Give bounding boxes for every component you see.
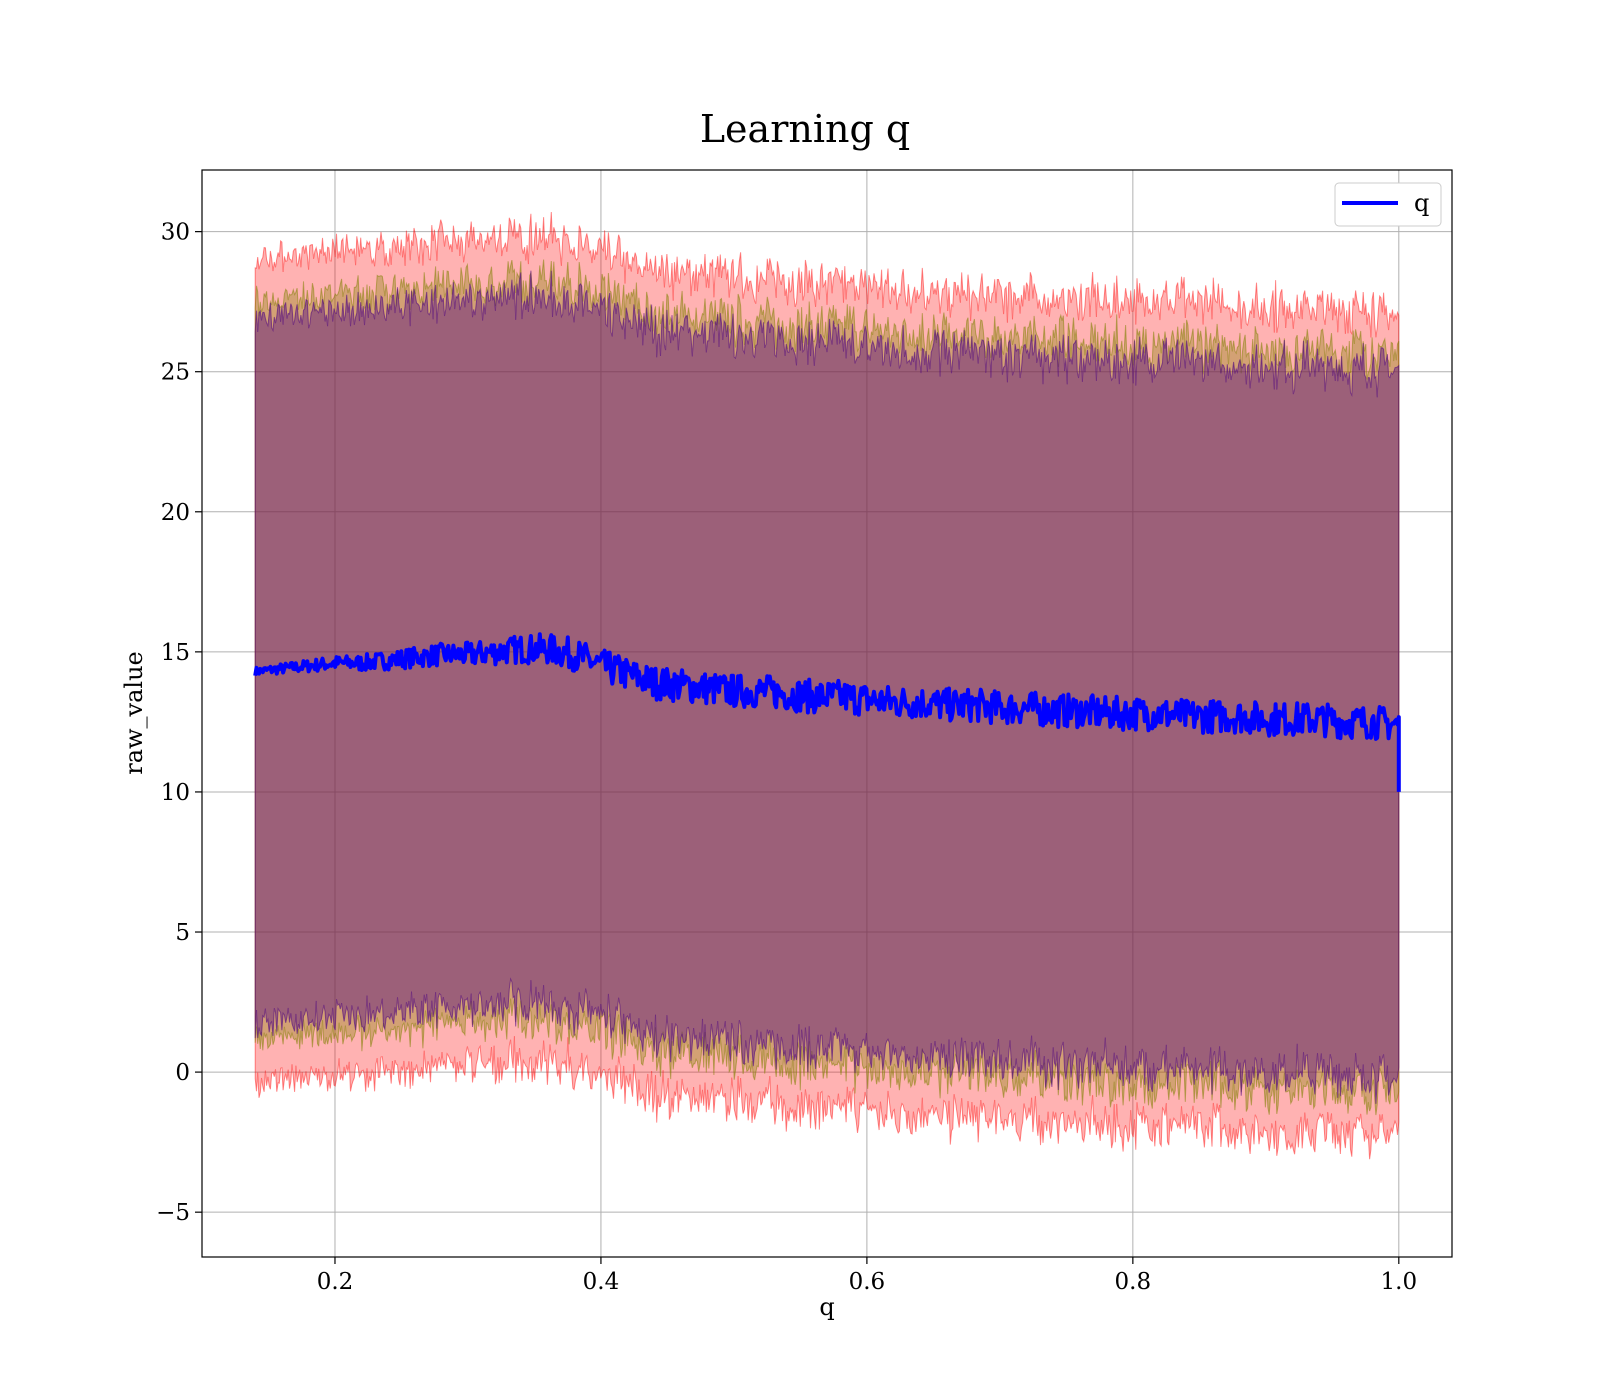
legend: q [1334,182,1442,227]
y-tick-label: 10 [161,780,190,806]
chart-title: Learning q [700,107,910,151]
legend-label-q: q [1414,189,1429,217]
y-axis-ticks: −5 0 5 10 15 20 25 30 [156,220,202,1226]
y-tick-label: 25 [161,360,190,386]
y-axis-label: raw_value [120,651,148,775]
plot-frame [201,169,1453,1258]
x-tick-label: 0.6 [849,1269,886,1295]
x-axis-label: q [819,1293,834,1321]
y-tick-label: −5 [156,1200,190,1226]
x-tick-label: 0.2 [317,1269,354,1295]
y-tick-label: 5 [175,920,190,946]
series-line-q [253,632,1401,792]
x-axis-ticks: 0.2 0.4 0.6 0.8 1.0 [317,1257,1417,1295]
x-tick-label: 1.0 [1381,1269,1418,1295]
y-tick-label: 20 [161,500,190,526]
y-tick-label: 0 [175,1060,190,1086]
y-tick-label: 15 [161,640,190,666]
series-line [253,632,1401,792]
y-tick-label: 30 [161,220,190,246]
x-tick-label: 0.4 [583,1269,620,1295]
x-tick-label: 0.8 [1115,1269,1152,1295]
